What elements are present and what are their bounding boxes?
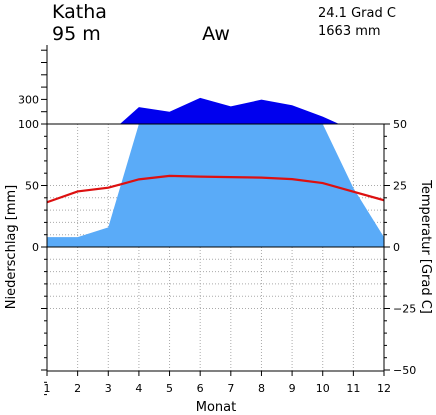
climate-class: Aw: [202, 23, 230, 45]
x-axis-label: Monat: [196, 400, 236, 415]
left-tick-label: 300: [18, 93, 39, 106]
left-tick-label: 50: [25, 180, 39, 193]
x-tick-label: 9: [289, 382, 296, 395]
temperature-layer: [46, 174, 385, 204]
temperature-line: [46, 174, 385, 204]
x-tick-label: 12: [377, 382, 391, 395]
x-tick-label: 4: [135, 382, 142, 395]
right-tick-label: 50: [393, 118, 407, 131]
x-tick-label: 7: [227, 382, 234, 395]
precip-area-upper: [119, 97, 340, 124]
x-tick-label: 2: [74, 382, 81, 395]
right-tick-label: 25: [393, 180, 407, 193]
x-tick-label: 1: [44, 382, 51, 395]
left-tick-label: 0: [32, 241, 39, 254]
station-elevation: 95 m: [52, 23, 101, 45]
x-tick-label: 8: [258, 382, 265, 395]
x-tick-label: 6: [197, 382, 204, 395]
y-axis-label-right: Temperatur [Grad C]: [418, 179, 433, 314]
y-axis-label-left: Niederschlag [mm]: [4, 185, 19, 310]
x-tick-label: 11: [346, 382, 360, 395]
x-tick-label: 10: [316, 382, 330, 395]
x-tick-label: 3: [105, 382, 112, 395]
precip-area: [47, 124, 384, 247]
annual-precipitation: 1663 mm: [318, 24, 381, 39]
right-tick-label: −50: [393, 364, 416, 377]
left-tick-label: 100: [18, 118, 39, 131]
right-tick-label: −25: [393, 303, 416, 316]
mean-temperature: 24.1 Grad C: [318, 6, 396, 21]
right-tick-label: 0: [393, 241, 400, 254]
station-name: Katha: [52, 1, 107, 23]
precip-layer: [47, 97, 384, 247]
x-tick-label: 5: [166, 382, 173, 395]
